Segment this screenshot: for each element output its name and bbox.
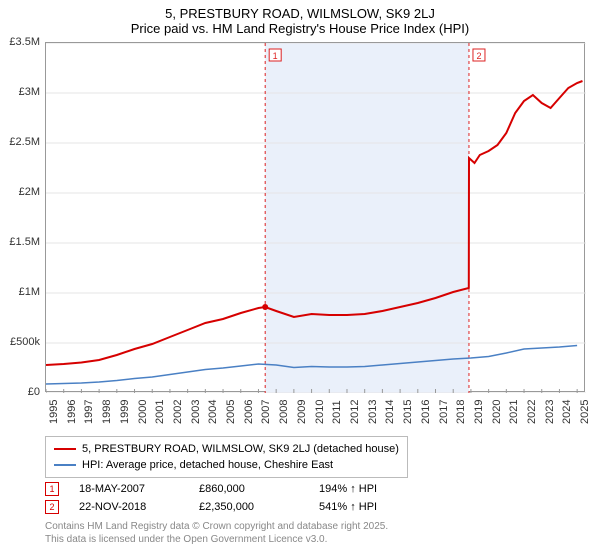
sale-row: 1 18-MAY-2007 £860,000 194% ↑ HPI: [45, 480, 585, 498]
x-axis-ticks: 1995 1996 1997 1998 1999 2000 2001 2002 2003 2004…: [45, 394, 585, 434]
chart-container: 5, PRESTBURY ROAD, WILMSLOW, SK9 2LJ Pri…: [0, 0, 600, 560]
title-line1: 5, PRESTBURY ROAD, WILMSLOW, SK9 2LJ: [0, 6, 600, 21]
sale-marker-box: 2: [45, 500, 59, 514]
x-tick-label: 2016: [420, 400, 432, 424]
x-tick-label: 2018: [455, 400, 467, 424]
legend-label: 5, PRESTBURY ROAD, WILMSLOW, SK9 2LJ (de…: [82, 443, 399, 455]
x-tick-label: 2002: [172, 400, 184, 424]
x-tick-label: 2015: [402, 400, 414, 424]
x-tick-label: 2009: [296, 400, 308, 424]
sale-delta: 541% ↑ HPI: [319, 501, 377, 513]
legend-row: 5, PRESTBURY ROAD, WILMSLOW, SK9 2LJ (de…: [54, 441, 399, 457]
legend-label: HPI: Average price, detached house, Ches…: [82, 459, 333, 471]
x-tick-label: 1998: [101, 400, 113, 424]
sale-delta: 194% ↑ HPI: [319, 483, 377, 495]
footer: Contains HM Land Registry data © Crown c…: [45, 520, 388, 546]
x-tick-label: 2011: [331, 400, 343, 424]
x-tick-label: 2012: [349, 400, 361, 424]
y-tick-label: £3M: [0, 86, 40, 98]
x-tick-label: 2020: [491, 400, 503, 424]
x-tick-label: 1996: [66, 400, 78, 424]
legend-row: HPI: Average price, detached house, Ches…: [54, 457, 399, 473]
plot-svg: 12: [46, 43, 586, 393]
svg-text:1: 1: [273, 51, 278, 61]
x-tick-label: 2023: [544, 400, 556, 424]
sale-annotations: 1 18-MAY-2007 £860,000 194% ↑ HPI 2 22-N…: [45, 480, 585, 516]
x-tick-label: 2000: [137, 400, 149, 424]
y-tick-label: £0: [0, 386, 40, 398]
x-tick-label: 2005: [225, 400, 237, 424]
sale-row: 2 22-NOV-2018 £2,350,000 541% ↑ HPI: [45, 498, 585, 516]
x-tick-label: 1999: [119, 400, 131, 424]
svg-text:2: 2: [476, 51, 481, 61]
title-line2: Price paid vs. HM Land Registry's House …: [0, 21, 600, 36]
x-tick-label: 2007: [260, 400, 272, 424]
sale-price: £2,350,000: [199, 501, 299, 513]
footer-line1: Contains HM Land Registry data © Crown c…: [45, 520, 388, 533]
x-tick-label: 2014: [384, 400, 396, 424]
x-tick-label: 2017: [438, 400, 450, 424]
x-tick-label: 1995: [48, 400, 60, 424]
x-tick-label: 2008: [278, 400, 290, 424]
y-tick-label: £1.5M: [0, 236, 40, 248]
legend-swatch: [54, 464, 76, 466]
x-tick-label: 2006: [243, 400, 255, 424]
y-tick-label: £3.5M: [0, 36, 40, 48]
x-tick-label: 2021: [508, 400, 520, 424]
x-tick-label: 2025: [579, 400, 591, 424]
x-tick-label: 2024: [561, 400, 573, 424]
y-tick-label: £2.5M: [0, 136, 40, 148]
y-tick-label: £500k: [0, 336, 40, 348]
x-tick-label: 2001: [154, 400, 166, 424]
legend-swatch: [54, 448, 76, 450]
plot-area: 12: [45, 42, 585, 392]
x-tick-label: 2019: [473, 400, 485, 424]
x-tick-label: 2004: [207, 400, 219, 424]
x-tick-label: 1997: [83, 400, 95, 424]
y-tick-label: £2M: [0, 186, 40, 198]
x-tick-label: 2003: [190, 400, 202, 424]
sale-price: £860,000: [199, 483, 299, 495]
legend: 5, PRESTBURY ROAD, WILMSLOW, SK9 2LJ (de…: [45, 436, 408, 478]
x-tick-label: 2013: [367, 400, 379, 424]
y-tick-label: £1M: [0, 286, 40, 298]
sale-marker-box: 1: [45, 482, 59, 496]
footer-line2: This data is licensed under the Open Gov…: [45, 533, 388, 546]
title-block: 5, PRESTBURY ROAD, WILMSLOW, SK9 2LJ Pri…: [0, 0, 600, 38]
sale-date: 22-NOV-2018: [79, 501, 179, 513]
x-tick-label: 2022: [526, 400, 538, 424]
x-tick-label: 2010: [314, 400, 326, 424]
sale-date: 18-MAY-2007: [79, 483, 179, 495]
